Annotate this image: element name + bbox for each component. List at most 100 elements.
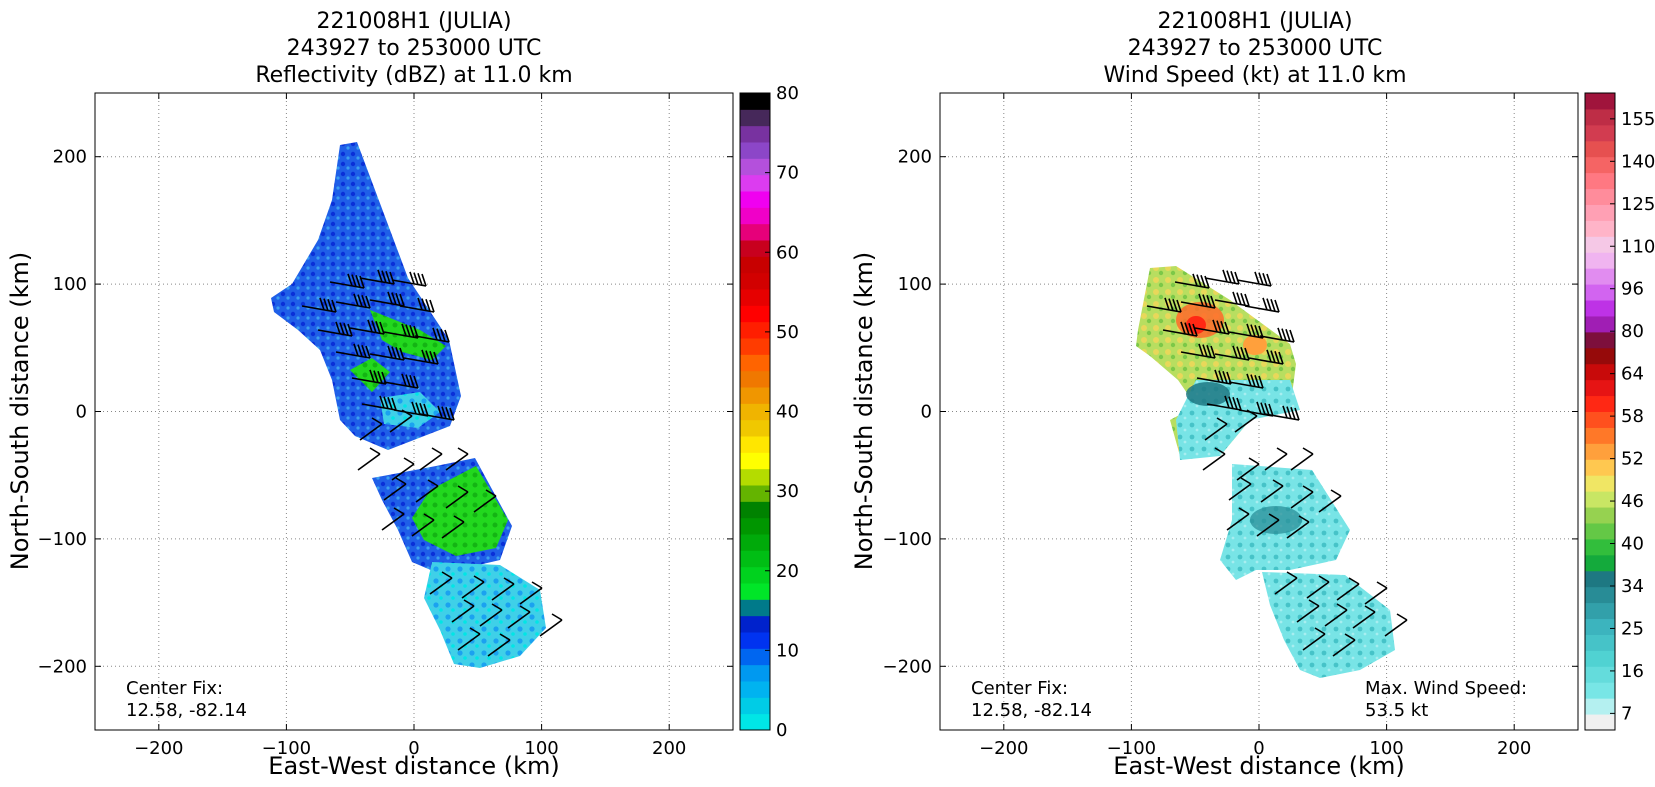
colorbar-swatch <box>740 387 770 404</box>
reflectivity-panel: 221008H1 (JULIA) 243927 to 253000 UTC Re… <box>6 9 799 780</box>
wind-barb-shaft <box>1228 381 1264 389</box>
wind-barb-flag <box>441 571 453 579</box>
wind-barb-flag <box>1180 321 1186 335</box>
colorbar-swatch <box>1585 331 1615 349</box>
wind-barb-shaft <box>507 611 531 629</box>
wind-barb-flag <box>1206 295 1212 308</box>
wind-barb-shaft <box>1364 587 1388 605</box>
wind-barb-flag <box>1330 489 1342 497</box>
wind-barb-flag <box>399 347 405 361</box>
colorbar-swatch <box>740 256 770 274</box>
wind-speed-field <box>1136 266 1395 678</box>
left-x-axis-label: East-West distance (km) <box>268 752 559 780</box>
wind-barb-flag <box>423 513 435 521</box>
wind-barb-flag <box>1222 269 1228 283</box>
colorbar-swatch <box>740 158 770 176</box>
wind-barb-shaft <box>445 453 469 471</box>
wind-barb-flag <box>1232 291 1238 305</box>
colorbar-frame <box>1584 92 1616 731</box>
wind-barb-flag <box>1218 370 1224 383</box>
colorbar-tick-label: 25 <box>1621 618 1644 639</box>
colorbar-tick-label: 80 <box>1621 321 1644 342</box>
wind-barb-flag <box>1248 457 1260 465</box>
wind-barb-flag <box>391 397 397 411</box>
wind-barb-flag <box>377 269 383 283</box>
wind-barb-flag <box>1289 329 1295 343</box>
wind-barb-shaft <box>487 639 511 657</box>
colorbar-tick-label: 30 <box>776 481 799 502</box>
colorbar-swatch <box>740 517 770 535</box>
wind-teal-core <box>1186 382 1230 406</box>
wind-barb-flag <box>417 297 423 311</box>
wind-barb-flag <box>357 294 363 307</box>
wind-barb-flag <box>409 375 415 388</box>
wind-barb-flag <box>1302 485 1314 493</box>
wind-barb-shaft <box>519 587 543 605</box>
wind-barb-flag <box>463 599 475 607</box>
colorbar-swatch <box>1585 284 1615 301</box>
colorbar-tick-label: 46 <box>1621 491 1644 512</box>
wind-barb-flag <box>1196 274 1202 287</box>
wind-barb-flag <box>1246 409 1258 417</box>
colorbar-swatch <box>740 289 770 306</box>
colorbar-swatch <box>1585 124 1615 142</box>
wind-barb-flag <box>1286 406 1292 419</box>
wind-barb-flag <box>387 397 393 410</box>
wind-barb-flag <box>1172 299 1178 312</box>
wind-barb-flag <box>395 347 401 360</box>
wind-barb-shaft <box>357 453 381 471</box>
wind-barb-shaft <box>1234 415 1258 433</box>
colorbar-tick-label: 40 <box>776 402 799 423</box>
colorbar-swatch <box>740 468 770 486</box>
colorbar-tick-label: 52 <box>1621 449 1644 470</box>
wind-barb-shaft <box>335 301 371 309</box>
wind-barb-flag <box>1240 293 1246 306</box>
colorbar-tick-label: 34 <box>1621 576 1644 597</box>
colorbar-swatch <box>1585 108 1615 126</box>
wind-barb-flag <box>437 405 443 419</box>
wind-barb-flag <box>1266 298 1272 311</box>
wind-barb-flag <box>401 409 413 417</box>
wind-barb-flag <box>373 370 379 383</box>
wind-barb-flag <box>1336 603 1348 611</box>
y-tick-label: 200 <box>53 147 87 168</box>
wind-barb-flag <box>453 515 465 523</box>
right-y-ticks: −200 −100 0 100 200 <box>883 147 1578 677</box>
y-tick-label: −200 <box>883 656 932 677</box>
wind-barb-shaft <box>369 353 405 361</box>
wind-barb-shaft <box>1332 639 1356 657</box>
wind-barb-flag <box>413 272 419 285</box>
wind-barb-flag <box>1272 479 1284 487</box>
wind-barb-flag <box>1216 417 1228 425</box>
colorbar-swatch <box>1585 347 1615 365</box>
wind-barb-flag <box>445 407 451 420</box>
wind-barb-flag <box>327 299 333 312</box>
wind-barb-flag <box>379 321 385 335</box>
right-wind-barbs <box>1146 269 1408 657</box>
colorbar-swatch <box>1585 172 1615 190</box>
wind-barb-flag <box>457 447 469 455</box>
wind-barb-flag <box>1274 351 1280 364</box>
colorbar-swatch <box>740 713 770 731</box>
wind-barb-flag <box>419 403 425 416</box>
wind-barb-flag <box>1282 405 1288 419</box>
wind-barb-flag <box>365 295 371 309</box>
wind-barb-flag <box>401 323 407 337</box>
wind-barb-flag <box>429 351 435 364</box>
wind-barb-shaft <box>351 377 387 385</box>
colorbar-swatch <box>740 697 770 715</box>
wind-barb-shaft <box>1248 357 1284 365</box>
wind-barb-flag <box>355 275 361 288</box>
colorbar-swatch <box>1585 698 1615 715</box>
wind-barb-flag <box>1244 293 1250 307</box>
reflectivity-green-core-north-2 <box>350 358 390 392</box>
wind-barb-flag <box>381 270 387 283</box>
wind-barb-shaft <box>1384 619 1408 637</box>
wind-barb-shaft <box>419 453 443 471</box>
wind-barb-shaft <box>1228 483 1252 501</box>
wind-barb-flag <box>1294 407 1300 421</box>
wind-barb-shaft <box>1290 453 1314 471</box>
colorbar-swatch <box>740 583 770 600</box>
colorbar-swatch <box>740 599 770 617</box>
wind-barb-shaft <box>1202 453 1226 471</box>
